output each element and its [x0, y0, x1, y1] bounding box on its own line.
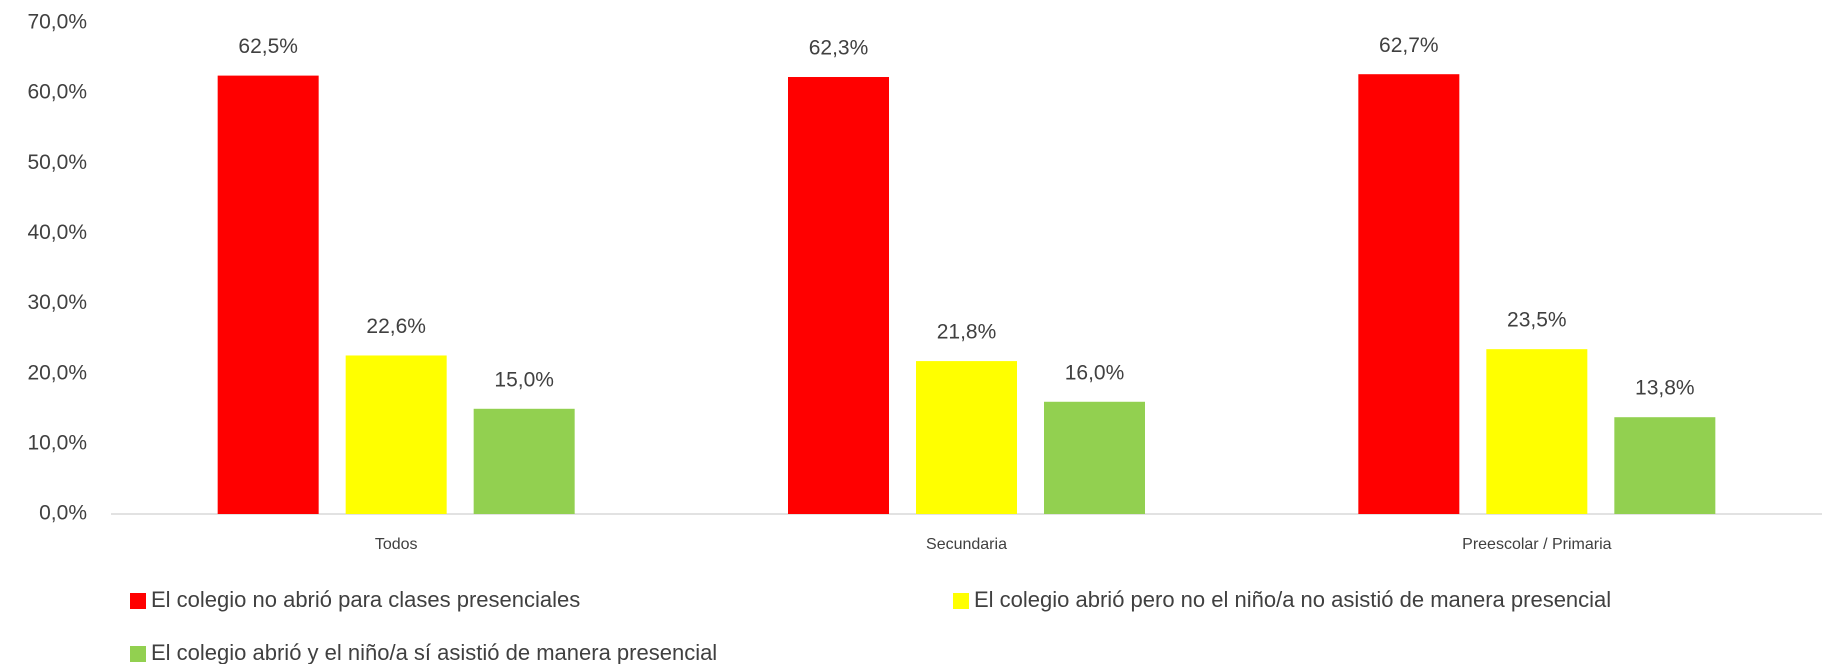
x-tick-label: Preescolar / Primaria — [1462, 536, 1611, 553]
y-tick-label: 10,0% — [27, 431, 87, 454]
bar — [1044, 401, 1145, 514]
value-label: 62,3% — [809, 37, 869, 60]
bar — [473, 408, 575, 514]
legend-swatch — [130, 646, 146, 662]
x-tick-label: Todos — [375, 536, 418, 553]
y-tick-label: 0,0% — [39, 502, 87, 525]
y-tick-label: 60,0% — [27, 81, 87, 104]
value-label: 62,7% — [1379, 34, 1439, 57]
bar — [345, 355, 447, 514]
legend-label: El colegio abrió pero no el niño/a no as… — [974, 587, 1611, 612]
bar — [916, 361, 1017, 514]
y-tick-label: 40,0% — [27, 221, 87, 244]
value-label: 22,6% — [366, 315, 426, 338]
value-label: 21,8% — [937, 321, 997, 344]
y-tick-label: 30,0% — [27, 291, 87, 314]
value-label: 23,5% — [1507, 309, 1567, 332]
legend-label: El colegio abrió y el niño/a sí asistió … — [151, 640, 717, 664]
legend-swatch — [953, 593, 969, 609]
y-tick-label: 70,0% — [27, 11, 87, 34]
bar — [217, 75, 319, 514]
y-tick-label: 50,0% — [27, 151, 87, 174]
value-label: 62,5% — [238, 35, 298, 58]
x-tick-label: Secundaria — [926, 536, 1007, 553]
y-tick-label: 20,0% — [27, 361, 87, 384]
bar — [1358, 74, 1460, 514]
value-label: 13,8% — [1635, 377, 1695, 400]
legend-label: El colegio no abrió para clases presenci… — [151, 587, 580, 612]
value-label: 15,0% — [494, 368, 554, 391]
value-label: 16,0% — [1065, 361, 1125, 384]
bar — [1486, 349, 1588, 514]
bar — [1614, 417, 1716, 514]
bar — [788, 77, 889, 514]
legend-swatch — [130, 593, 146, 609]
